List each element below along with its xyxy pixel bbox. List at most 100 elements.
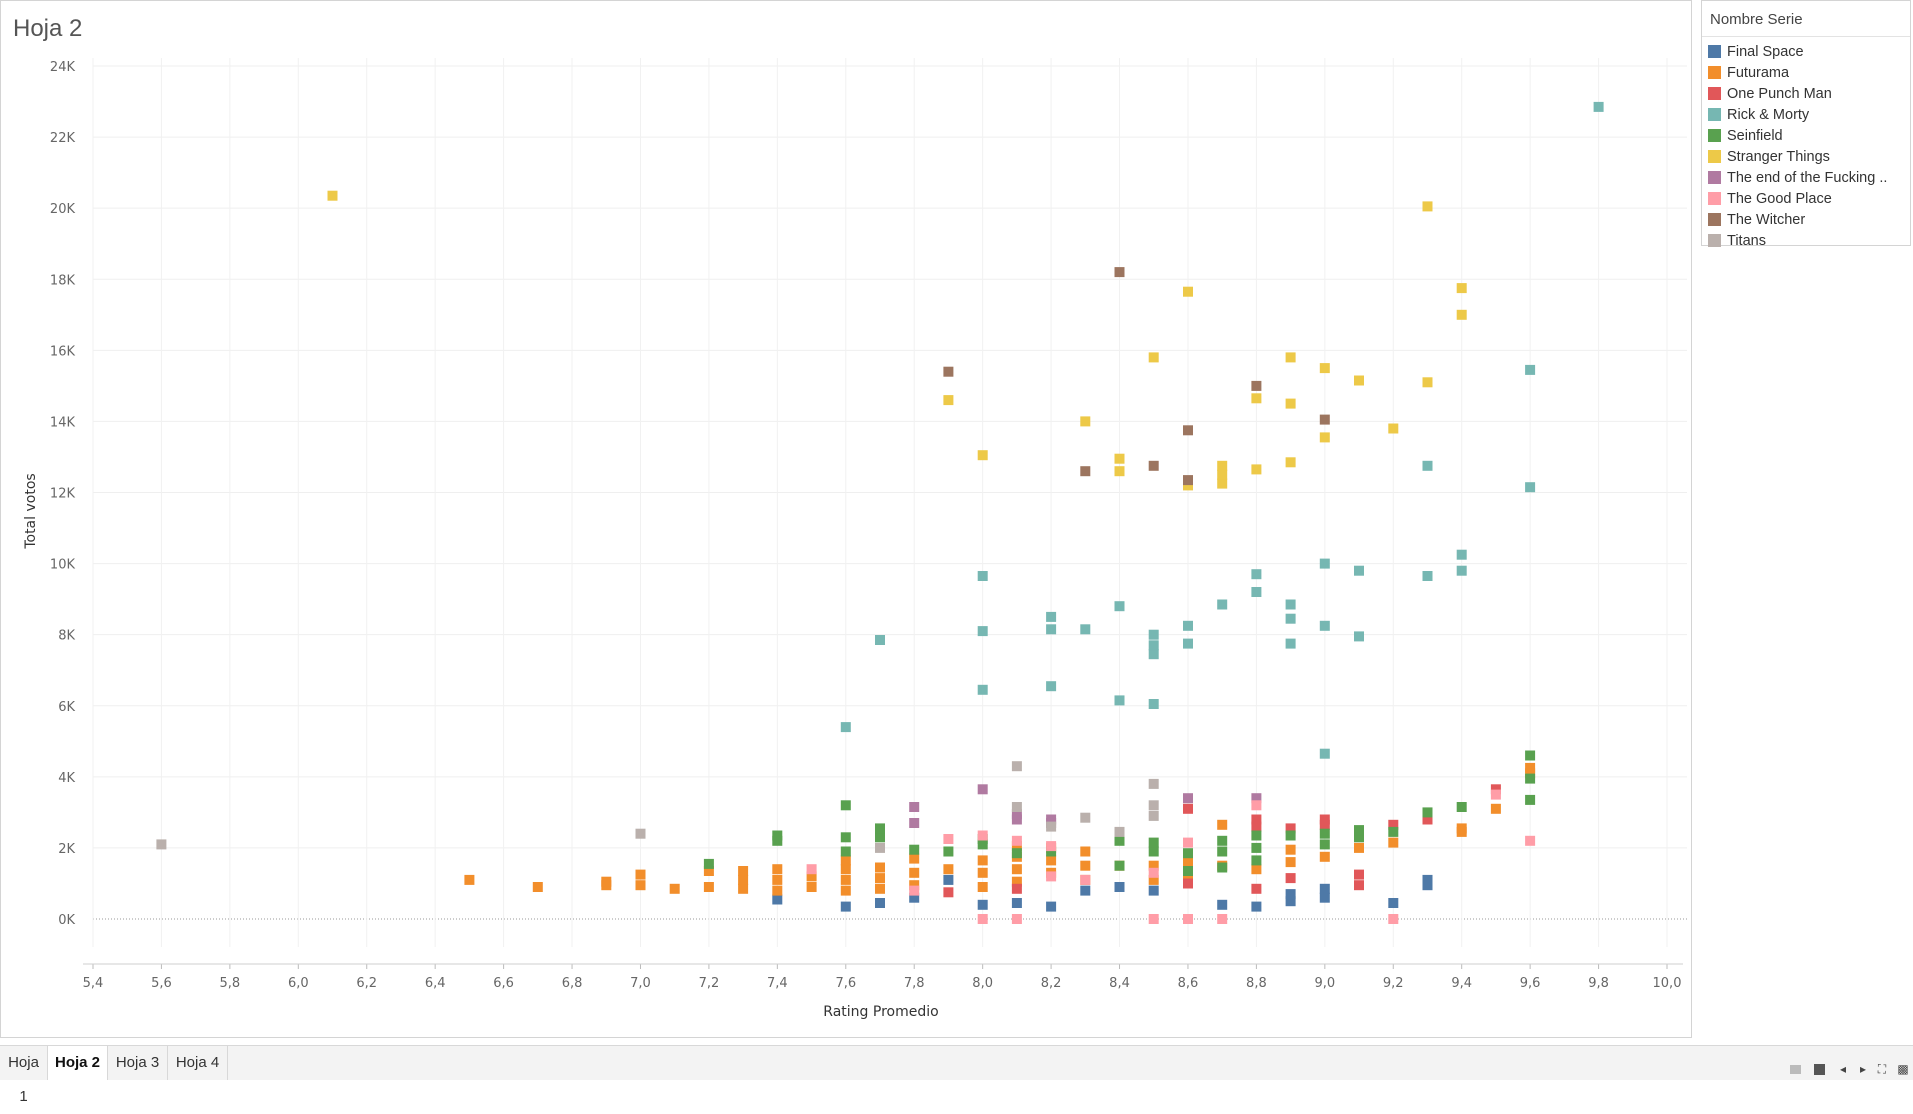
data-point[interactable] (669, 883, 680, 894)
data-point[interactable] (1080, 624, 1091, 635)
data-point[interactable] (1251, 380, 1262, 391)
data-point[interactable] (1114, 601, 1125, 612)
data-point[interactable] (943, 846, 954, 857)
data-point[interactable] (327, 190, 338, 201)
legend-item[interactable]: The end of the Fucking .. (1702, 167, 1910, 188)
data-point[interactable] (1251, 587, 1262, 597)
data-point[interactable] (1080, 874, 1091, 885)
data-point[interactable] (806, 882, 817, 892)
data-point[interactable] (1525, 773, 1536, 784)
data-point[interactable] (840, 855, 851, 866)
data-point[interactable] (1183, 837, 1193, 848)
data-point[interactable] (1285, 889, 1296, 900)
data-point[interactable] (1490, 789, 1501, 800)
data-point[interactable] (1354, 880, 1364, 891)
data-point[interactable] (1183, 425, 1193, 436)
prev-sheet-icon[interactable]: ◂ (1839, 1062, 1847, 1076)
data-point[interactable] (1251, 855, 1262, 866)
show-tabs-icon[interactable] (1790, 1065, 1801, 1074)
data-point[interactable] (1080, 885, 1091, 896)
data-point[interactable] (840, 846, 851, 857)
data-point[interactable] (1080, 846, 1091, 857)
data-point[interactable] (1285, 599, 1296, 610)
data-point[interactable] (1114, 860, 1125, 871)
data-point[interactable] (1251, 864, 1262, 875)
data-point[interactable] (943, 887, 954, 898)
data-point[interactable] (1217, 460, 1228, 471)
data-point[interactable] (977, 839, 988, 850)
data-point[interactable] (875, 842, 885, 853)
sheet-tab[interactable]: Hoja 2 (48, 1046, 108, 1080)
data-point[interactable] (909, 818, 920, 828)
data-point[interactable] (977, 830, 988, 841)
data-point[interactable] (1319, 839, 1330, 850)
legend-item[interactable]: Stranger Things (1702, 146, 1910, 167)
data-point[interactable] (840, 722, 851, 733)
data-point[interactable] (1046, 871, 1057, 882)
legend-item[interactable]: One Punch Man (1702, 83, 1910, 104)
data-point[interactable] (1011, 814, 1022, 825)
data-point[interactable] (1354, 869, 1364, 880)
data-point[interactable] (875, 883, 885, 894)
data-point[interactable] (840, 874, 851, 885)
data-point[interactable] (1285, 830, 1296, 841)
data-point[interactable] (1456, 549, 1467, 560)
data-point[interactable] (738, 866, 749, 876)
show-filmstrip-icon[interactable] (1814, 1064, 1825, 1075)
data-point[interactable] (1422, 201, 1433, 212)
data-point[interactable] (1046, 611, 1057, 622)
data-point[interactable] (1148, 837, 1159, 848)
data-point[interactable] (1525, 794, 1536, 805)
data-point[interactable] (875, 635, 885, 645)
data-point[interactable] (1217, 835, 1228, 846)
data-point[interactable] (909, 844, 920, 855)
data-point[interactable] (1183, 286, 1193, 297)
data-point[interactable] (1285, 873, 1296, 884)
data-point[interactable] (1080, 812, 1091, 823)
data-point[interactable] (1183, 866, 1193, 876)
data-point[interactable] (1251, 393, 1262, 404)
data-point[interactable] (1148, 778, 1159, 789)
data-point[interactable] (875, 862, 885, 873)
data-point[interactable] (1490, 803, 1501, 814)
data-point[interactable] (601, 876, 612, 887)
data-point[interactable] (1319, 558, 1330, 569)
data-point[interactable] (1114, 882, 1125, 892)
data-point[interactable] (772, 885, 783, 896)
data-point[interactable] (875, 823, 885, 834)
data-point[interactable] (1285, 857, 1296, 868)
data-point[interactable] (1422, 807, 1433, 818)
data-point[interactable] (1285, 352, 1296, 363)
data-point[interactable] (1422, 874, 1433, 885)
data-point[interactable] (1011, 848, 1022, 859)
data-point[interactable] (464, 874, 475, 885)
data-point[interactable] (635, 880, 646, 891)
data-point[interactable] (1217, 469, 1228, 480)
data-point[interactable] (1354, 842, 1364, 853)
data-point[interactable] (1217, 862, 1228, 873)
data-point[interactable] (1251, 830, 1262, 841)
data-point[interactable] (977, 855, 988, 866)
data-point[interactable] (1251, 901, 1262, 912)
data-point[interactable] (1388, 819, 1399, 830)
data-point[interactable] (1422, 377, 1433, 388)
data-point[interactable] (1148, 867, 1159, 878)
data-point[interactable] (977, 914, 988, 924)
data-point[interactable] (635, 828, 646, 839)
data-point[interactable] (1319, 819, 1330, 830)
data-point[interactable] (1319, 828, 1330, 839)
data-point[interactable] (1490, 784, 1501, 795)
data-point[interactable] (1046, 624, 1057, 635)
data-point[interactable] (1525, 750, 1536, 761)
data-point[interactable] (1422, 814, 1433, 825)
data-point[interactable] (1388, 898, 1399, 908)
data-point[interactable] (1285, 638, 1296, 649)
data-point[interactable] (1354, 631, 1364, 642)
data-point[interactable] (1456, 565, 1467, 576)
data-point[interactable] (1217, 846, 1228, 857)
data-point[interactable] (1183, 914, 1193, 924)
data-point[interactable] (1011, 835, 1022, 846)
data-point[interactable] (1046, 901, 1057, 912)
data-point[interactable] (1319, 432, 1330, 443)
data-point[interactable] (840, 832, 851, 843)
